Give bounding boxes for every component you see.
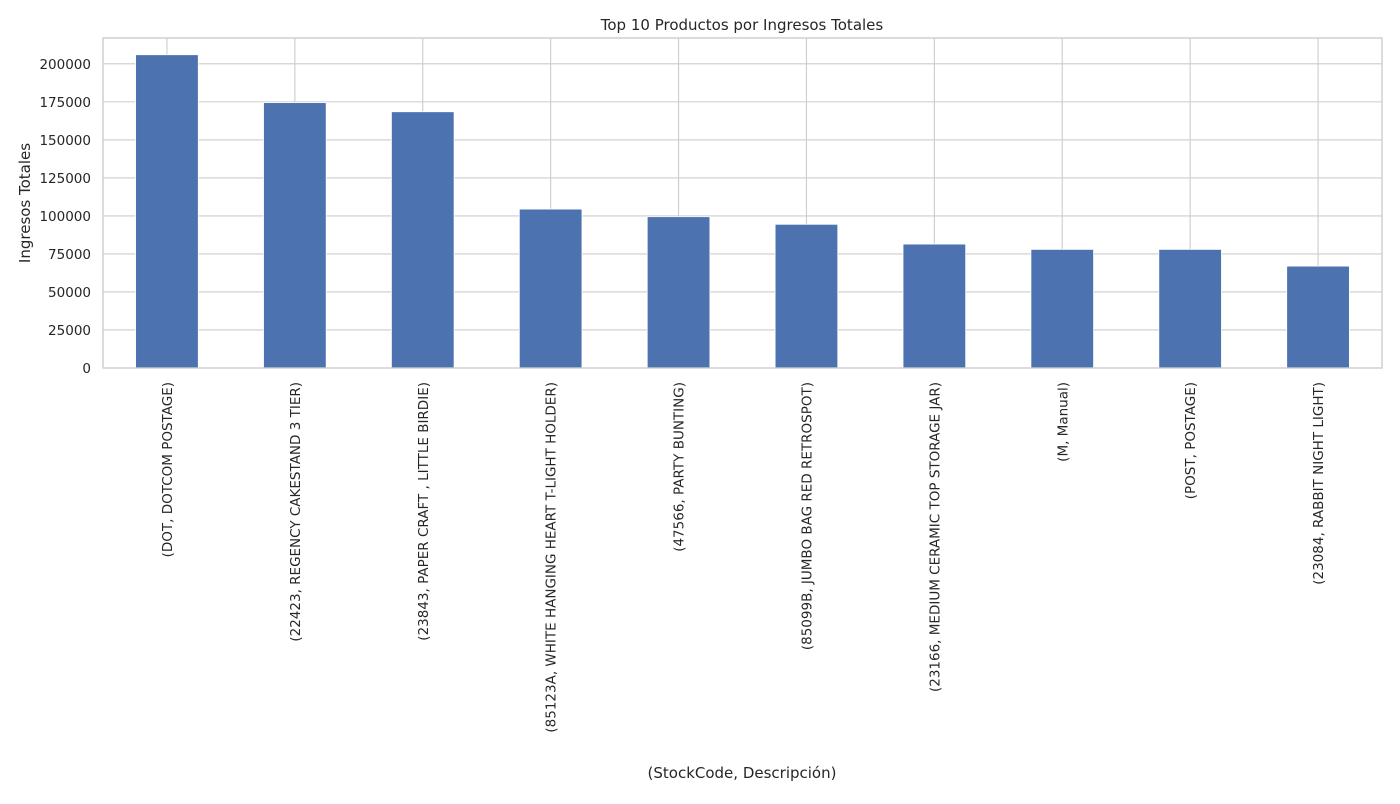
y-axis-title: Ingresos Totales bbox=[16, 143, 34, 263]
x-tick-label: (23084, RABBIT NIGHT LIGHT) bbox=[1311, 382, 1327, 585]
y-tick-label: 125000 bbox=[39, 171, 91, 187]
y-tick-label: 175000 bbox=[39, 95, 91, 111]
bar bbox=[135, 54, 199, 369]
x-tick-label: (POST, POSTAGE) bbox=[1183, 382, 1199, 499]
y-tick-label: 200000 bbox=[39, 57, 91, 73]
x-tick-label: (DOT, DOTCOM POSTAGE) bbox=[160, 382, 176, 557]
x-tick-label: (M, Manual) bbox=[1055, 382, 1071, 462]
bar bbox=[902, 243, 967, 369]
bar bbox=[263, 102, 327, 369]
y-tick-label: 0 bbox=[82, 361, 91, 377]
plot-frame bbox=[102, 37, 1383, 369]
x-axis-title: (StockCode, Descripción) bbox=[648, 764, 837, 782]
bar bbox=[518, 208, 583, 369]
bar bbox=[774, 223, 839, 369]
x-tick-label: (22423, REGENCY CAKESTAND 3 TIER) bbox=[288, 382, 304, 642]
y-tick-label: 150000 bbox=[39, 133, 91, 149]
bar bbox=[391, 111, 455, 369]
y-tick-label: 75000 bbox=[48, 247, 91, 263]
x-tick-label: (85099B, JUMBO BAG RED RETROSPOT) bbox=[799, 382, 815, 650]
x-tick-label: (85123A, WHITE HANGING HEART T-LIGHT HOL… bbox=[544, 382, 560, 733]
y-tick-label: 100000 bbox=[39, 209, 91, 225]
bar bbox=[1158, 248, 1222, 369]
x-tick-label: (23843, PAPER CRAFT , LITTLE BIRDIE) bbox=[416, 382, 432, 641]
x-tick-label: (23166, MEDIUM CERAMIC TOP STORAGE JAR) bbox=[927, 382, 943, 692]
y-tick-label: 25000 bbox=[48, 323, 91, 339]
bar bbox=[1030, 248, 1094, 369]
chart-title: Top 10 Productos por Ingresos Totales bbox=[600, 16, 884, 34]
bar bbox=[1286, 265, 1350, 369]
x-tick-label: (47566, PARTY BUNTING) bbox=[672, 382, 688, 552]
y-tick-label: 50000 bbox=[48, 285, 91, 301]
bar bbox=[646, 216, 711, 369]
